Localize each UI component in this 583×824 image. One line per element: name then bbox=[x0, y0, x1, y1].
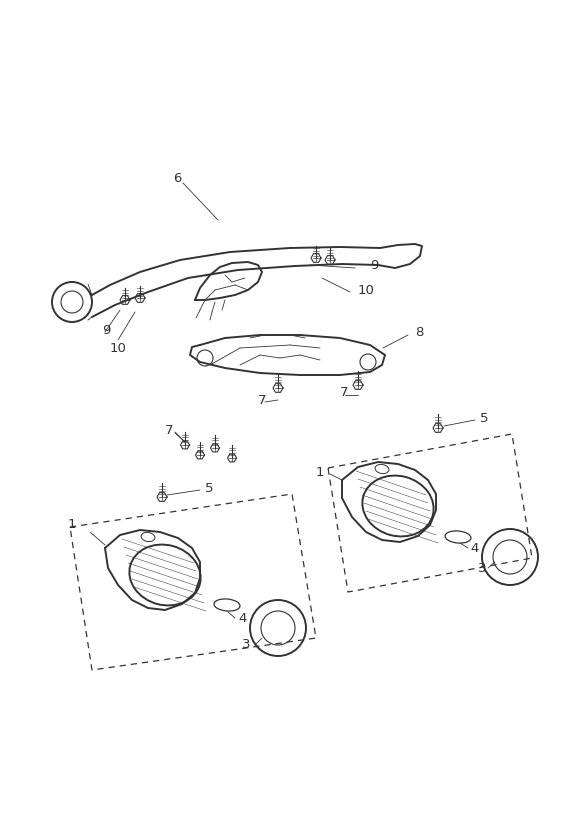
Text: 7: 7 bbox=[258, 394, 266, 406]
Text: 10: 10 bbox=[358, 283, 375, 297]
Text: 8: 8 bbox=[415, 325, 423, 339]
Text: 1: 1 bbox=[316, 466, 325, 479]
Text: 5: 5 bbox=[480, 411, 489, 424]
Text: 10: 10 bbox=[110, 341, 127, 354]
Text: 1: 1 bbox=[68, 518, 76, 531]
Text: 6: 6 bbox=[173, 171, 181, 185]
Text: 4: 4 bbox=[238, 611, 247, 625]
Text: 7: 7 bbox=[340, 386, 349, 399]
Text: 9: 9 bbox=[102, 324, 110, 336]
Text: 9: 9 bbox=[370, 259, 378, 271]
Text: 7: 7 bbox=[165, 424, 174, 437]
Text: 3: 3 bbox=[242, 639, 251, 652]
Text: 5: 5 bbox=[205, 481, 213, 494]
Text: 4: 4 bbox=[470, 541, 479, 555]
Text: 3: 3 bbox=[478, 561, 486, 574]
